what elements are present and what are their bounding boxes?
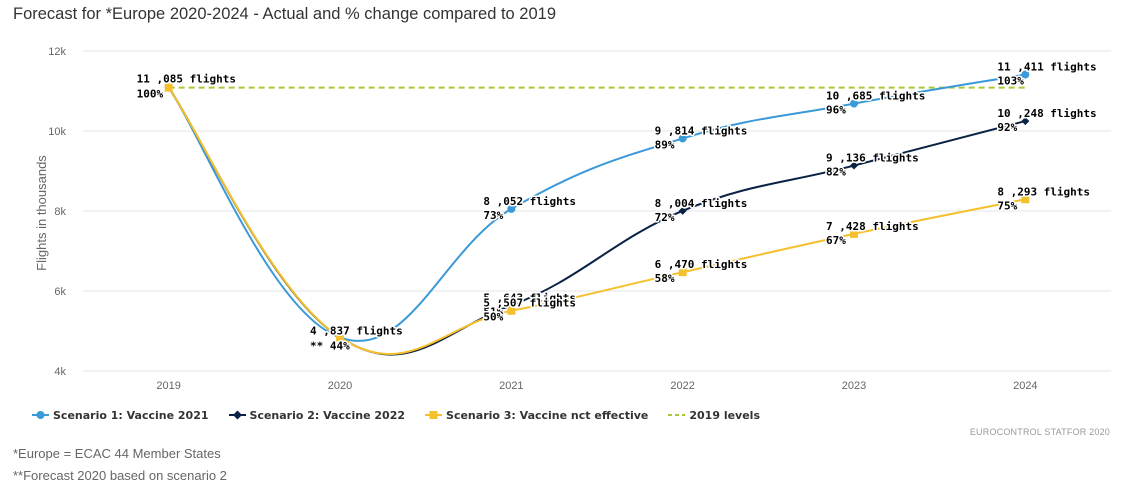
data-point	[678, 206, 687, 215]
legend-label-scenario-1: Scenario 1: Vaccine 2021	[53, 408, 209, 422]
data-label-flights: 8 ,052 flights	[483, 195, 576, 208]
data-label-flights: 4 ,837 flights	[310, 325, 403, 338]
grid-lines	[83, 50, 1111, 372]
legend-swatch-2019-levels	[668, 414, 686, 416]
x-tick-label: 2021	[499, 380, 523, 392]
legend-label-2019-levels: 2019 levels	[689, 408, 760, 422]
chart-credit[interactable]: EUROCONTROL STATFOR 2020	[969, 427, 1110, 437]
series-lines	[167, 73, 1026, 356]
legend-label-scenario-2: Scenario 2: Vaccine 2022	[249, 408, 406, 422]
legend-swatch-scenario-3	[425, 411, 443, 419]
legend-swatch-scenario-1	[32, 411, 49, 419]
data-point	[1021, 195, 1030, 204]
data-point	[850, 99, 858, 108]
data-label-flights: 9 ,136 flights	[826, 152, 919, 165]
legend-label-scenario-3: Scenario 3: Vaccine nct effective	[446, 408, 649, 422]
data-label-percent: 89%	[655, 138, 675, 151]
data-label-percent: 100%	[137, 88, 164, 101]
series-line-0	[167, 73, 1026, 342]
data-point	[678, 268, 687, 277]
data-label-percent: ** 44%	[310, 340, 350, 353]
data-label-flights: 6 ,470 flights	[655, 258, 748, 271]
x-tick-label: 2020	[328, 380, 352, 392]
data-point	[1021, 117, 1030, 126]
footnote-forecast: **Forecast 2020 based on scenario 2	[13, 468, 227, 483]
legend-item-2019-levels[interactable]: 2019 levels	[668, 409, 760, 422]
data-point	[850, 229, 858, 238]
data-label-percent: 72%	[655, 211, 675, 224]
x-tick-label: 2023	[842, 380, 866, 392]
data-label-percent: 51%	[483, 305, 503, 318]
legend-item-scenario-3[interactable]: Scenario 3: Vaccine nct effective	[425, 409, 648, 422]
x-tick-label: 2024	[1013, 380, 1037, 392]
data-label-flights: 10 ,248 flights	[997, 107, 1096, 120]
y-tick-label: 10k	[48, 126, 66, 138]
data-point	[336, 333, 344, 342]
legend: Scenario 1: Vaccine 2021 Scenario 2: Vac…	[32, 405, 780, 425]
data-point	[507, 204, 516, 213]
data-label-flights: 5 ,507 flights	[483, 297, 576, 310]
y-axis-ticks: 4k 6k 8k 10k 12k	[48, 46, 66, 378]
data-label-flights: 11 ,411 flights	[997, 61, 1096, 74]
y-tick-label: 6k	[54, 286, 66, 298]
data-label-flights: 5 ,643 flights	[483, 291, 576, 304]
data-label-percent: 73%	[483, 209, 503, 222]
data-point	[507, 306, 516, 315]
data-label-percent: 103%	[997, 75, 1024, 88]
y-axis-label: Flights in thousands	[34, 155, 49, 271]
data-point	[678, 134, 687, 143]
data-label-percent: 75%	[997, 199, 1017, 212]
chart-title: Forecast for *Europe 2020-2024 - Actual …	[13, 5, 557, 23]
data-label-flights: 11 ,085 flights	[137, 73, 236, 86]
x-axis-ticks: 2019 2020 2021 2022 2023 2024	[156, 380, 1037, 392]
data-point	[1021, 70, 1030, 79]
x-tick-label: 2022	[670, 380, 694, 392]
data-label-percent: 96%	[826, 104, 846, 117]
data-label-percent: 82%	[826, 166, 846, 179]
legend-item-scenario-2[interactable]: Scenario 2: Vaccine 2022	[228, 408, 406, 422]
data-label-flights: 7 ,428 flights	[826, 220, 919, 233]
data-label-flights: 10 ,685 flights	[826, 90, 925, 103]
data-label-percent: 50%	[483, 311, 503, 324]
data-label-flights: 8 ,004 flights	[655, 197, 748, 210]
data-label-flights: 9 ,814 flights	[655, 124, 748, 137]
data-point	[164, 83, 173, 92]
legend-swatch-scenario-2	[228, 410, 246, 420]
series-markers	[164, 70, 1030, 342]
series-line-2	[167, 87, 1026, 356]
x-tick-label: 2019	[156, 380, 180, 392]
data-label-percent: 92%	[997, 121, 1017, 134]
line-chart: 4k 6k 8k 10k 12k 2019 2020 2021 2022 2023 2024 Fl…	[34, 46, 1111, 392]
footnote-europe: *Europe = ECAC 44 Member States	[13, 446, 221, 461]
y-tick-label: 8k	[54, 206, 66, 218]
y-tick-label: 4k	[54, 366, 66, 378]
data-point	[850, 161, 858, 170]
data-label-percent: 67%	[826, 234, 846, 247]
legend-item-scenario-1[interactable]: Scenario 1: Vaccine 2021	[32, 409, 209, 422]
data-label-percent: 58%	[655, 272, 675, 285]
y-tick-label: 12k	[48, 46, 66, 58]
data-label-flights: 8 ,293 flights	[997, 185, 1090, 198]
